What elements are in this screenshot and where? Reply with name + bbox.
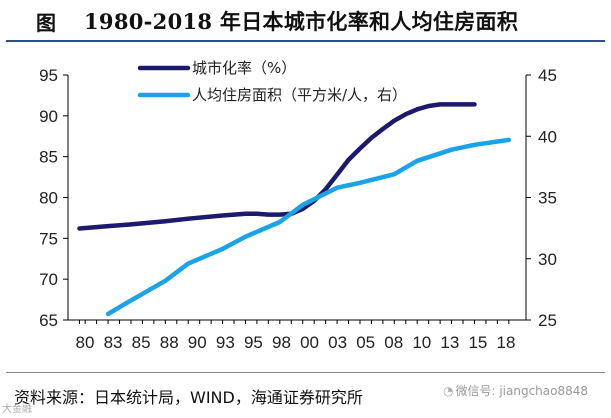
x-tick-label: 93 [216,333,235,352]
x-tick-label: 90 [188,333,207,352]
right-tick-label: 45 [538,66,557,85]
chart-legend: 城市化率（%） 人均住房面积（平方米/人，右） [137,59,407,104]
chart-axes: 65 70 75 80 85 90 95 25 30 35 40 45 80 83 85 88 90 93 95 98… [39,66,557,352]
legend-urbanization-label: 城市化率（%） [192,59,296,77]
x-tick-label: 13 [440,333,459,352]
right-tick-label: 35 [538,189,557,208]
watermark: ◔ 微信号: jiangchao8848 [440,381,592,400]
watermark-text: 微信号: jiangchao8848 [455,384,589,398]
source-note: 资料来源：日本统计局，WIND，海通证券研究所 [14,388,363,407]
x-tick-label: 18 [497,333,516,352]
wechat-icon: ◔ [443,384,454,398]
x-tick-label: 00 [300,333,319,352]
legend-housing-area-label: 人均住房面积（平方米/人，右） [192,86,407,104]
x-tick-label: 10 [412,333,431,352]
x-tick-label: 95 [244,333,263,352]
chart-title-bar: 图 1980-2018 年日本城市化率和人均住房面积 [6,2,605,42]
left-tick-label: 90 [39,107,58,126]
right-tick-label: 30 [538,250,557,269]
right-tick-label: 25 [538,311,557,330]
figure-prefix: 图 [36,10,56,35]
x-tick-label: 83 [104,333,123,352]
x-tick-label: 98 [272,333,291,352]
left-tick-label: 65 [39,311,58,330]
x-tick-label: 05 [356,333,375,352]
left-tick-label: 70 [39,270,58,289]
x-tick-label: 85 [132,333,151,352]
urbanization-rate-line [77,102,477,231]
housing-area-line [105,137,512,317]
x-tick-label: 80 [76,333,95,352]
left-tick-label: 95 [39,66,58,85]
x-tick-label: 15 [468,333,487,352]
corner-watermark: 大金融 [2,404,32,415]
footer-divider [6,372,605,373]
series-layer [77,102,512,317]
left-tick-label: 80 [39,189,58,208]
x-tick-label: 03 [328,333,347,352]
line-chart: 65 70 75 80 85 90 95 25 30 35 40 45 80 83 85 88 90 93 95 98… [39,59,557,352]
left-tick-label: 75 [39,229,58,248]
right-tick-label: 40 [538,127,557,146]
left-tick-label: 85 [39,148,58,167]
x-tick-label: 88 [160,333,179,352]
chart-title: 1980-2018 年日本城市化率和人均住房面积 [84,9,519,34]
x-tick-label: 08 [384,333,403,352]
